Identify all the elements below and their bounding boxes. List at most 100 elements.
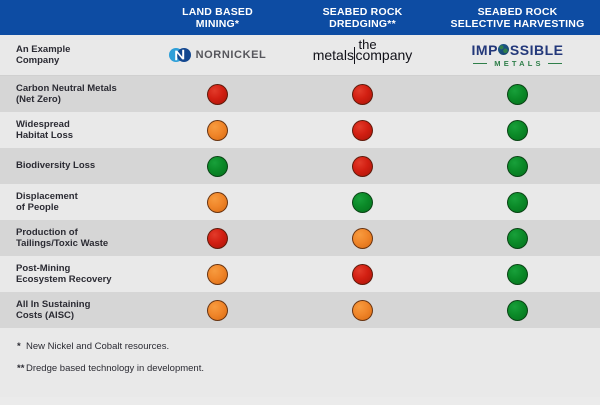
header-col3-line1: SEABED ROCK [477,5,558,18]
rating-cell [435,184,600,220]
header-col2-line1: SEABED ROCK [322,5,403,18]
row-label-line2: Tailings/Toxic Waste [16,238,109,249]
rating-cell [435,148,600,184]
row-label: Production of Tailings/Toxic Waste [0,220,145,256]
company-logo-row: An Example Company NORNICKEL the [0,35,600,76]
nornickel-wordmark: NORNICKEL [195,49,267,61]
rating-indicator-green [507,83,528,105]
rating-indicator-orange [207,299,228,321]
footnote-double-asterisk: ** Dredge based technology in developmen… [0,362,600,384]
logo-rule-right [547,62,562,65]
table-row: Carbon Neutral Metals (Net Zero) [0,76,600,112]
table-row: Biodiversity Loss [0,148,600,184]
rating-indicator-green [507,227,528,249]
header-col1-line1: LAND BASED [182,5,253,18]
footnote-1-mark: * [17,341,21,352]
example-company-line2: Company [16,55,60,66]
row-label-line1: Displacement [16,190,78,202]
rating-indicator-red [207,83,228,105]
rating-indicator-green [507,191,528,213]
rating-indicator-red [352,83,373,105]
footnote-1-text: New Nickel and Cobalt resources. [26,341,170,352]
table-row: Displacement of People [0,184,600,220]
rating-indicator-orange [207,263,228,285]
rating-cell [145,256,290,292]
row-label-line1: Carbon Neutral Metals [16,82,117,94]
header-col-land-based-mining: LAND BASED MINING* [145,6,290,30]
example-company-line1: An Example [16,43,71,55]
rating-cell [290,292,435,328]
rating-cell [435,76,600,112]
tmc-word-company: company [355,46,413,63]
row-label-line1: Widespread [16,118,70,130]
rating-cell [290,184,435,220]
row-label-line1: Production of [16,226,78,238]
rating-cell [145,112,290,148]
rating-cell [290,148,435,184]
header-col2-line2: DREDGING** [329,17,396,30]
logo-impossible-metals: IMP SSIBLE METALS [435,35,600,75]
rating-indicator-red [352,119,373,141]
row-label-an-example-company: An Example Company [0,35,145,75]
row-label-line2: Habitat Loss [16,130,74,141]
header-col-seabed-rock-selective-harvesting: SEABED ROCK SELECTIVE HARVESTING [435,6,600,30]
globe-icon [498,44,510,56]
tmc-word-metals: metals [312,46,354,63]
rating-cell [290,112,435,148]
rating-cell [145,184,290,220]
rating-cell [145,148,290,184]
row-label-line1: Biodiversity Loss [16,160,96,172]
rating-indicator-red [207,227,228,249]
rating-indicator-orange [207,191,228,213]
rating-indicator-green [507,299,528,321]
impossible-word-pre: IMP [471,41,498,58]
footnote-single-asterisk: * New Nickel and Cobalt resources. [0,340,600,362]
rating-indicator-orange [352,227,373,249]
impossible-word-post: SSIBLE [509,41,564,58]
rating-cell [145,76,290,112]
row-label: Post-Mining Ecosystem Recovery [0,256,145,292]
header-col1-line2: MINING* [195,17,240,30]
table-header: LAND BASED MINING* SEABED ROCK DREDGING*… [0,0,600,35]
rating-indicator-green [507,263,528,285]
rating-cell [435,112,600,148]
rating-cell [290,220,435,256]
row-label-line2: of People [16,202,59,213]
logo-the-metals-company: the metals company [290,35,435,75]
rating-cell [145,220,290,256]
rating-cell [435,220,600,256]
table-row: Production of Tailings/Toxic Waste [0,220,600,256]
row-label-line1: All In Sustaining [16,298,91,310]
row-label: Widespread Habitat Loss [0,112,145,148]
row-label-line2: (Net Zero) [16,94,61,105]
rating-indicator-orange [207,119,228,141]
tmc-word-the: the [358,36,377,52]
rating-cell [435,292,600,328]
row-label-line2: Ecosystem Recovery [16,274,112,285]
logo-nornickel: NORNICKEL [145,35,290,75]
footnote-2-mark: ** [17,363,25,374]
table-body: Carbon Neutral Metals (Net Zero) Widesprea… [0,76,600,328]
footnotes: * New Nickel and Cobalt resources. ** Dr… [0,328,600,397]
nornickel-n-mark-icon [168,44,191,66]
header-col-seabed-rock-dredging: SEABED ROCK DREDGING** [290,6,435,30]
footnote-2-text: Dredge based technology in development. [26,363,204,374]
vertical-bar-divider-icon [353,46,356,64]
row-label: Biodiversity Loss [0,148,145,184]
rating-indicator-green [507,155,528,177]
table-row: Widespread Habitat Loss [0,112,600,148]
row-label: Carbon Neutral Metals (Net Zero) [0,76,145,112]
rating-cell [435,256,600,292]
row-label: Displacement of People [0,184,145,220]
rating-indicator-red [352,155,373,177]
rating-indicator-green [352,191,373,213]
rating-indicator-orange [352,299,373,321]
rating-cell [290,76,435,112]
rating-cell [290,256,435,292]
table-row: All In Sustaining Costs (AISC) [0,292,600,328]
row-label: All In Sustaining Costs (AISC) [0,292,145,328]
logo-rule-left [473,62,488,65]
header-col3-line2: SELECTIVE HARVESTING [450,17,585,30]
rating-indicator-green [507,119,528,141]
